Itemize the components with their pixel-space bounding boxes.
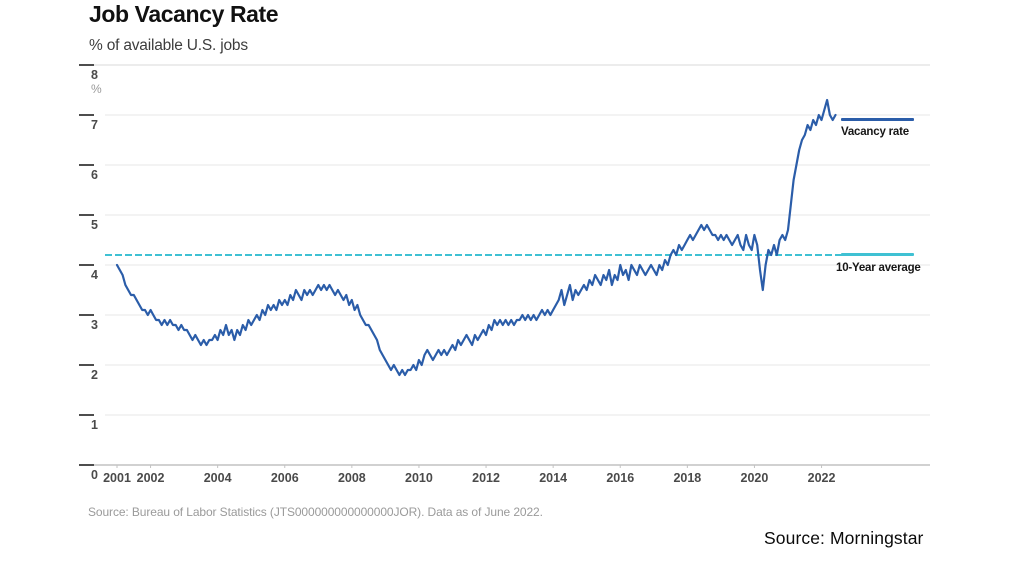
x-tick-label: 2001	[103, 471, 131, 485]
x-tick-label: 2008	[338, 471, 366, 485]
x-tick-label: 2012	[472, 471, 500, 485]
x-tick-label: 2022	[808, 471, 836, 485]
x-tick-label: 2006	[271, 471, 299, 485]
y-tick-label: 4	[91, 268, 98, 282]
vacancy-rate-legend-line	[841, 118, 914, 121]
x-tick-label: 2018	[673, 471, 701, 485]
y-tick-label: 8	[91, 68, 98, 82]
y-tick-label: 2	[91, 368, 98, 382]
x-tick-label: 2010	[405, 471, 433, 485]
x-tick-label: 2016	[606, 471, 634, 485]
slide-source-text: Source: Morningstar	[764, 528, 924, 548]
y-tick-label: 6	[91, 168, 98, 182]
x-tick-label: 2004	[204, 471, 232, 485]
y-tick-label: 5	[91, 218, 98, 232]
x-tick-label: 2002	[137, 471, 165, 485]
vacancy-rate-line	[115, 98, 837, 377]
vacancy-rate-legend-label: Vacancy rate	[841, 126, 909, 138]
y-tick-label: 1	[91, 418, 98, 432]
chart-subtitle: % of available U.S. jobs	[89, 37, 248, 54]
x-tick-label: 2020	[741, 471, 769, 485]
chart-source-note: Source: Bureau of Labor Statistics (JTS0…	[88, 505, 543, 519]
y-axis-unit-label: %	[91, 82, 102, 96]
y-tick-label: 3	[91, 318, 98, 332]
y-tick-label: 7	[91, 118, 98, 132]
x-tick-label: 2014	[539, 471, 567, 485]
chart-title: Job Vacancy Rate	[89, 1, 279, 27]
y-tick-label: 0	[91, 468, 98, 482]
ten-year-average-legend-label: 10-Year average	[836, 262, 921, 274]
ten-year-average-legend-line	[841, 253, 914, 256]
